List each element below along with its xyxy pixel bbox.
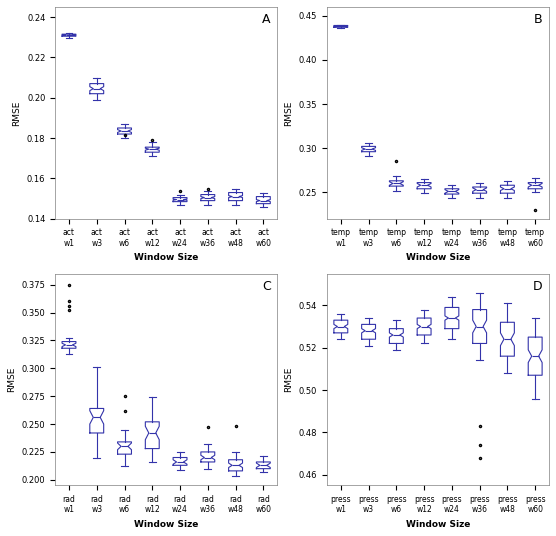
Text: A: A <box>262 13 271 26</box>
Y-axis label: RMSE: RMSE <box>7 367 16 392</box>
Text: C: C <box>262 280 271 293</box>
X-axis label: Window Size: Window Size <box>134 520 198 529</box>
Text: B: B <box>534 13 543 26</box>
Y-axis label: RMSE: RMSE <box>284 367 293 392</box>
X-axis label: Window Size: Window Size <box>406 254 470 263</box>
Y-axis label: RMSE: RMSE <box>284 100 293 125</box>
Text: D: D <box>533 280 543 293</box>
Y-axis label: RMSE: RMSE <box>12 100 21 125</box>
X-axis label: Window Size: Window Size <box>406 520 470 529</box>
X-axis label: Window Size: Window Size <box>134 254 198 263</box>
